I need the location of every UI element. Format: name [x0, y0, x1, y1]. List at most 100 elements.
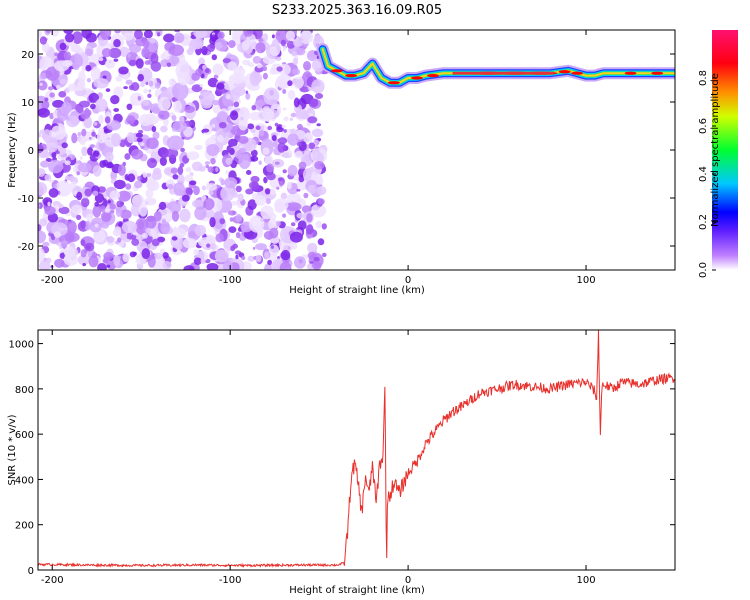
noise-speckle — [145, 148, 153, 154]
noise-speckle — [86, 213, 94, 222]
snr-y-axis: 0 200 400 600 800 1000 — [9, 340, 675, 577]
noise-speckle — [303, 61, 311, 71]
noise-speckle — [251, 105, 257, 111]
noise-speckle — [109, 203, 116, 210]
noise-speckle — [241, 40, 250, 51]
noise-speckle — [280, 192, 288, 200]
snr-x-tick-label: 100 — [576, 575, 595, 586]
noise-speckle — [281, 125, 286, 129]
noise-speckle — [84, 109, 92, 117]
noise-speckle — [111, 133, 121, 147]
snr-x-axis: -200 -100 0 100 — [41, 330, 596, 586]
noise-speckle — [294, 150, 304, 159]
noise-speckle — [88, 137, 92, 140]
noise-speckle — [210, 242, 217, 250]
noise-speckle — [291, 51, 298, 57]
noise-speckle — [59, 252, 66, 259]
noise-speckle — [38, 80, 48, 91]
noise-speckle — [276, 186, 280, 190]
noise-speckle — [290, 222, 296, 227]
noise-speckle — [283, 116, 289, 122]
noise-speckle — [296, 189, 301, 192]
noise-speckle — [70, 181, 77, 189]
noise-speckle — [247, 123, 255, 130]
noise-speckle — [258, 129, 265, 137]
noise-speckle — [286, 40, 295, 49]
noise-speckle — [194, 255, 198, 259]
noise-speckle — [103, 128, 109, 134]
noise-speckle — [235, 232, 241, 239]
noise-speckle — [271, 34, 275, 39]
noise-speckle — [204, 68, 210, 74]
noise-speckle — [163, 33, 175, 43]
noise-speckle — [151, 238, 160, 247]
noise-speckle — [215, 167, 219, 172]
noise-speckle — [115, 76, 123, 82]
noise-speckle — [158, 201, 167, 210]
noise-speckle — [309, 98, 319, 107]
noise-speckle — [211, 34, 218, 42]
noise-speckle — [167, 183, 174, 190]
noise-speckle — [170, 227, 187, 239]
noise-speckle — [63, 30, 74, 34]
noise-speckle — [211, 128, 217, 132]
ridge-hot-spot — [387, 81, 400, 85]
noise-speckle — [315, 220, 323, 229]
noise-speckle — [220, 186, 235, 202]
noise-speckle — [66, 115, 80, 128]
spectrogram-x-axis: -200 -100 0 100 — [41, 30, 596, 286]
noise-speckle — [84, 242, 95, 252]
noise-speckle — [113, 179, 126, 190]
noise-speckle — [147, 180, 160, 191]
noise-speckle — [78, 71, 86, 84]
noise-speckle — [227, 61, 237, 71]
noise-speckle — [205, 164, 209, 169]
colorbar-tick-label: 0.2 — [698, 214, 709, 230]
noise-speckle — [59, 78, 68, 85]
noise-speckle — [198, 165, 206, 172]
noise-speckle — [245, 93, 251, 100]
noise-speckle — [136, 137, 143, 143]
noise-speckle — [247, 199, 257, 210]
noise-speckle — [260, 205, 274, 220]
noise-speckle — [179, 163, 185, 168]
noise-speckle — [263, 87, 280, 106]
noise-speckle — [108, 47, 122, 59]
noise-speckle — [92, 190, 99, 196]
noise-speckle — [185, 187, 193, 195]
colorbar-tick-label: 0.0 — [698, 262, 709, 278]
noise-speckle — [106, 264, 111, 268]
noise-speckle — [298, 174, 305, 183]
noise-speckle — [156, 32, 161, 37]
noise-speckle — [153, 252, 163, 260]
noise-speckle — [94, 223, 99, 228]
noise-speckle — [140, 142, 145, 147]
noise-speckle — [57, 106, 69, 122]
noise-speckle — [48, 188, 59, 198]
noise-speckle — [311, 128, 324, 138]
noise-speckle — [128, 43, 142, 54]
noise-speckle — [223, 260, 233, 270]
noise-speckle — [295, 47, 306, 56]
noise-speckle — [65, 33, 75, 43]
noise-speckle — [99, 205, 106, 212]
noise-speckle — [110, 210, 115, 214]
noise-speckle — [292, 57, 299, 66]
noise-speckle — [246, 170, 252, 175]
noise-speckle — [201, 45, 208, 56]
noise-speckle — [233, 101, 240, 108]
noise-speckle — [103, 252, 114, 261]
noise-speckle — [160, 125, 168, 133]
noise-speckle — [119, 139, 127, 148]
noise-speckle — [96, 131, 107, 144]
noise-speckle — [44, 205, 56, 216]
noise-speckle — [311, 171, 316, 178]
noise-speckle — [38, 248, 45, 263]
noise-speckle — [184, 105, 195, 114]
noise-speckle — [134, 30, 143, 40]
noise-speckle — [39, 218, 48, 227]
noise-speckle — [130, 234, 137, 240]
noise-speckle — [77, 254, 90, 266]
snr-y-tick-label: 200 — [15, 521, 34, 532]
